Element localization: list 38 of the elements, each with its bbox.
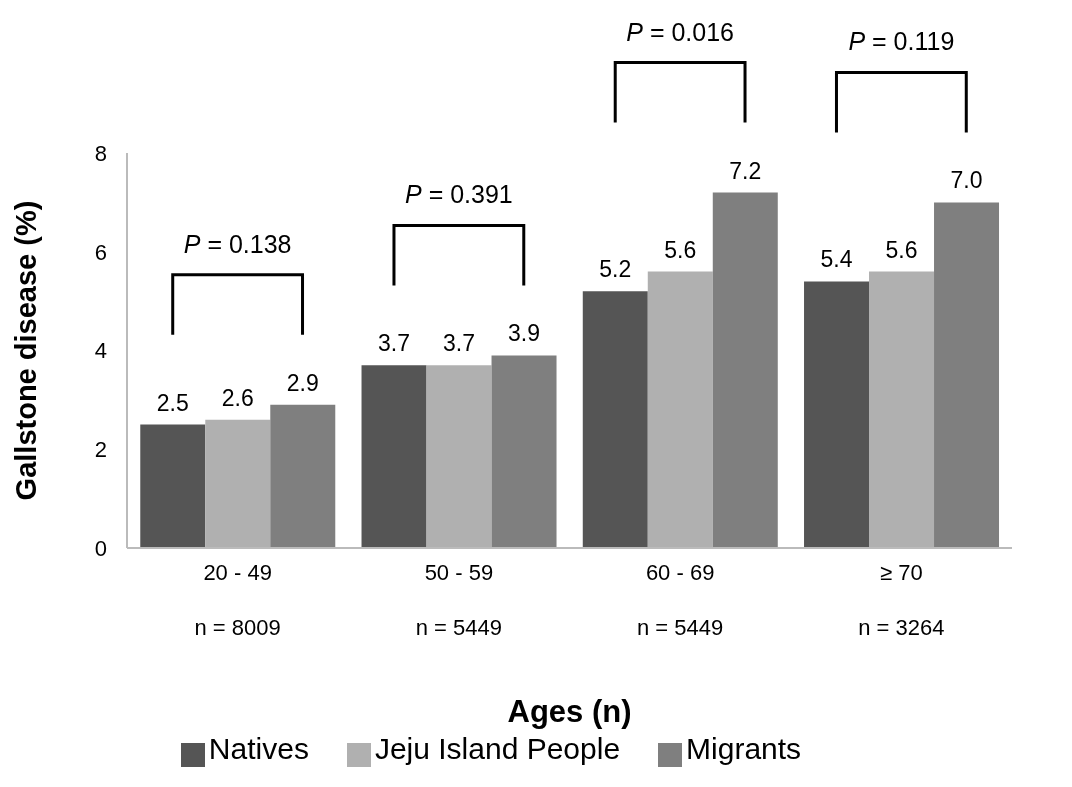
bar — [491, 355, 557, 548]
y-tick-label: 6 — [94, 239, 107, 265]
data-label: 3.9 — [508, 320, 541, 347]
data-label: 5.4 — [820, 246, 853, 273]
data-label: 2.5 — [156, 389, 189, 416]
legend-label: Migrants — [686, 732, 802, 765]
bar — [804, 281, 870, 548]
y-tick-label: 0 — [94, 535, 107, 561]
data-label: 3.7 — [378, 330, 411, 357]
text: P = 0.119 — [848, 27, 955, 56]
data-label: 5.6 — [885, 236, 918, 263]
data-label: 5.2 — [599, 256, 632, 283]
y-axis-title: Gallstone disease (%) — [10, 200, 42, 501]
data-label: 5.6 — [664, 236, 697, 263]
y-tick-label: 8 — [94, 140, 107, 166]
data-label: 2.9 — [286, 369, 319, 396]
x-axis-title: Ages (n) — [507, 694, 632, 729]
bar — [934, 202, 1000, 548]
data-label: 7.0 — [950, 167, 983, 194]
bar — [270, 404, 336, 548]
category-label: ≥ 70 n = 3264 — [858, 560, 945, 640]
text: P = 0.016 — [626, 17, 734, 46]
data-label: 7.2 — [729, 157, 762, 184]
legend-label: Natives — [208, 732, 309, 765]
bar — [712, 192, 778, 548]
bar — [361, 365, 427, 548]
data-label: 2.6 — [221, 384, 254, 411]
legend-label: Jeju Island People — [374, 732, 621, 765]
category-label: 20 - 49 n = 8009 — [194, 560, 281, 640]
category-label: 50 - 59 n = 5449 — [415, 560, 502, 640]
annotation: P = 0.138 — [183, 229, 292, 258]
category-label: 60 - 69 n = 5449 — [637, 560, 724, 640]
bar — [582, 291, 648, 548]
data-label: 3.7 — [443, 330, 476, 357]
y-tick-label: 2 — [94, 437, 107, 463]
y-tick-label: 4 — [94, 338, 107, 364]
annotation: P = 0.391 — [405, 180, 513, 209]
bar — [140, 424, 206, 548]
